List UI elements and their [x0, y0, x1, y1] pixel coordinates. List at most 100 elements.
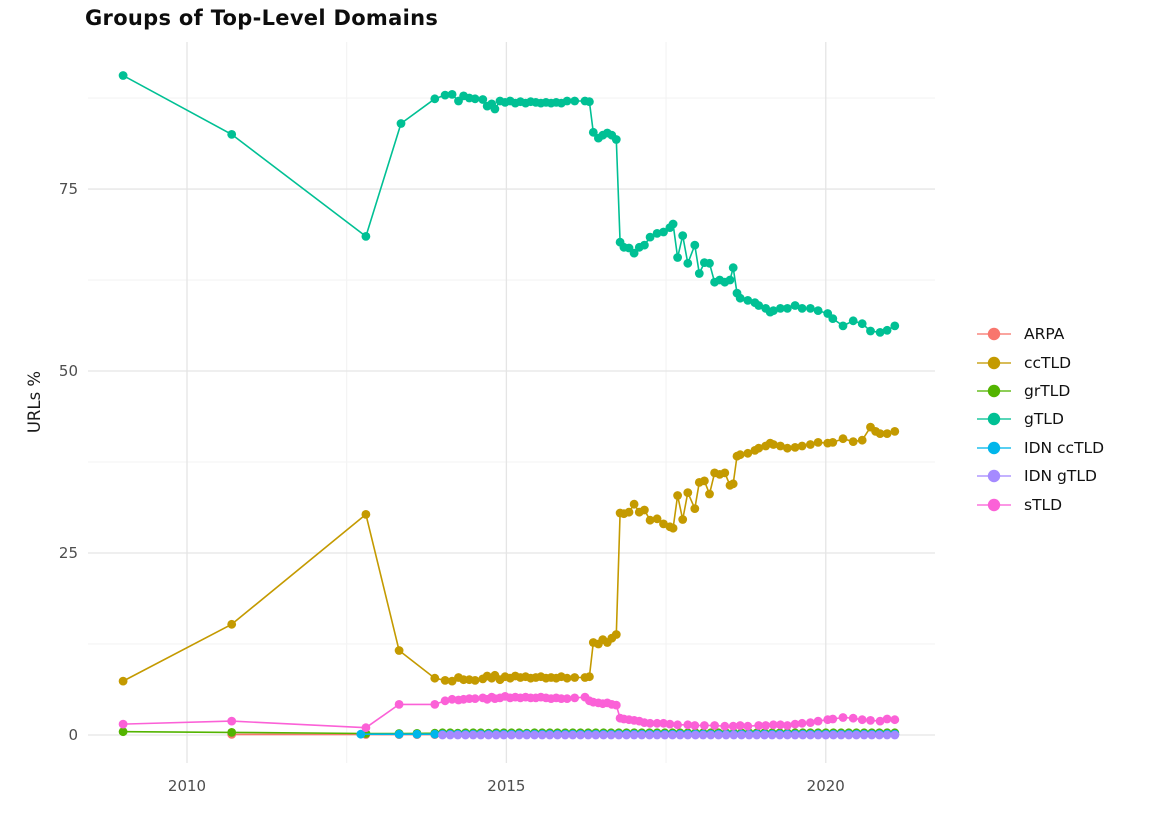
data-point [588, 127, 598, 137]
data-point [725, 275, 735, 285]
data-point [875, 730, 884, 740]
legend-key-icon [977, 498, 1011, 511]
data-point [438, 730, 447, 740]
y-tick-label: 50 [58, 362, 78, 381]
data-point [611, 630, 621, 639]
data-point [790, 301, 800, 310]
data-point [652, 718, 662, 728]
data-point [790, 443, 800, 452]
data-point [728, 721, 738, 731]
y-tick-label: 25 [58, 543, 78, 562]
legend-key-icon [977, 413, 1011, 426]
data-point [798, 730, 808, 740]
data-point [767, 730, 777, 740]
data-point [857, 319, 867, 329]
y-tick-label: 75 [58, 180, 78, 199]
data-point [848, 316, 858, 326]
data-point [673, 491, 682, 500]
data-point [665, 719, 675, 729]
data-point [683, 720, 693, 730]
data-point [797, 441, 807, 451]
data-point [470, 94, 480, 104]
data-point [576, 730, 585, 740]
data-point [652, 730, 662, 740]
data-point [562, 673, 572, 683]
data-point [829, 730, 838, 740]
data-point [530, 730, 539, 740]
data-point [875, 716, 885, 726]
data-point [857, 715, 867, 725]
data-point [622, 730, 631, 740]
data-point [776, 720, 785, 730]
data-point [813, 306, 823, 315]
data-point [728, 263, 738, 273]
data-point [652, 514, 662, 524]
data-point [645, 718, 655, 728]
legend-item-gtld: gTLD [976, 405, 1104, 433]
data-point [700, 476, 709, 486]
data-point [585, 672, 594, 682]
data-point [720, 721, 730, 731]
data-point [828, 714, 838, 724]
series-line [122, 426, 896, 682]
data-point [537, 730, 547, 740]
data-point [776, 441, 785, 451]
data-point [783, 721, 792, 730]
data-point [806, 718, 815, 727]
legend-item-idn-cctld: IDN ccTLD [976, 434, 1104, 462]
data-point [583, 730, 593, 740]
data-point [599, 730, 608, 740]
data-point [735, 293, 745, 303]
legend-key-icon [977, 441, 1011, 454]
data-point [752, 730, 762, 740]
legend-key-icon [977, 469, 1011, 483]
data-point [659, 718, 668, 728]
data-point [660, 730, 670, 740]
data-point [890, 427, 900, 436]
data-point [570, 96, 580, 106]
data-point [875, 429, 885, 438]
data-point [806, 440, 815, 449]
data-point [783, 730, 792, 740]
data-point [783, 304, 792, 313]
data-point [714, 730, 723, 740]
data-point [721, 730, 731, 740]
data-point [611, 700, 621, 710]
data-point [848, 713, 858, 723]
legend-item-arpa: ARPA [976, 320, 1104, 348]
legend-key-icon [977, 327, 1011, 341]
data-point [412, 729, 422, 739]
data-point [645, 515, 655, 525]
data-point [461, 730, 470, 740]
chart-title: Groups of Top-Level Domains [85, 6, 439, 30]
data-point [760, 730, 769, 740]
data-point [430, 700, 440, 709]
series-cctld [118, 422, 900, 686]
data-point [562, 694, 572, 703]
data-point [866, 326, 875, 336]
data-point [769, 306, 778, 315]
legend-item-stld: sTLD [976, 490, 1104, 518]
data-point [447, 694, 457, 704]
data-point [118, 719, 128, 729]
data-point [545, 730, 555, 740]
x-tick-label: 2020 [806, 777, 845, 795]
data-point [790, 719, 800, 729]
data-point [705, 258, 714, 268]
legend-key-icon [977, 356, 1011, 369]
legend-label: ccTLD [1024, 353, 1072, 372]
data-point [694, 269, 704, 278]
data-point [852, 730, 861, 740]
data-point [678, 231, 688, 241]
data-point [882, 429, 892, 438]
data-point [640, 240, 649, 250]
data-point [859, 730, 869, 740]
data-point [890, 730, 900, 740]
data-point [447, 90, 457, 99]
data-point [735, 450, 745, 460]
series-idn-gtld [438, 730, 900, 740]
data-point [468, 730, 478, 740]
data-point [490, 104, 500, 114]
data-point [775, 730, 785, 740]
data-point [683, 258, 693, 268]
